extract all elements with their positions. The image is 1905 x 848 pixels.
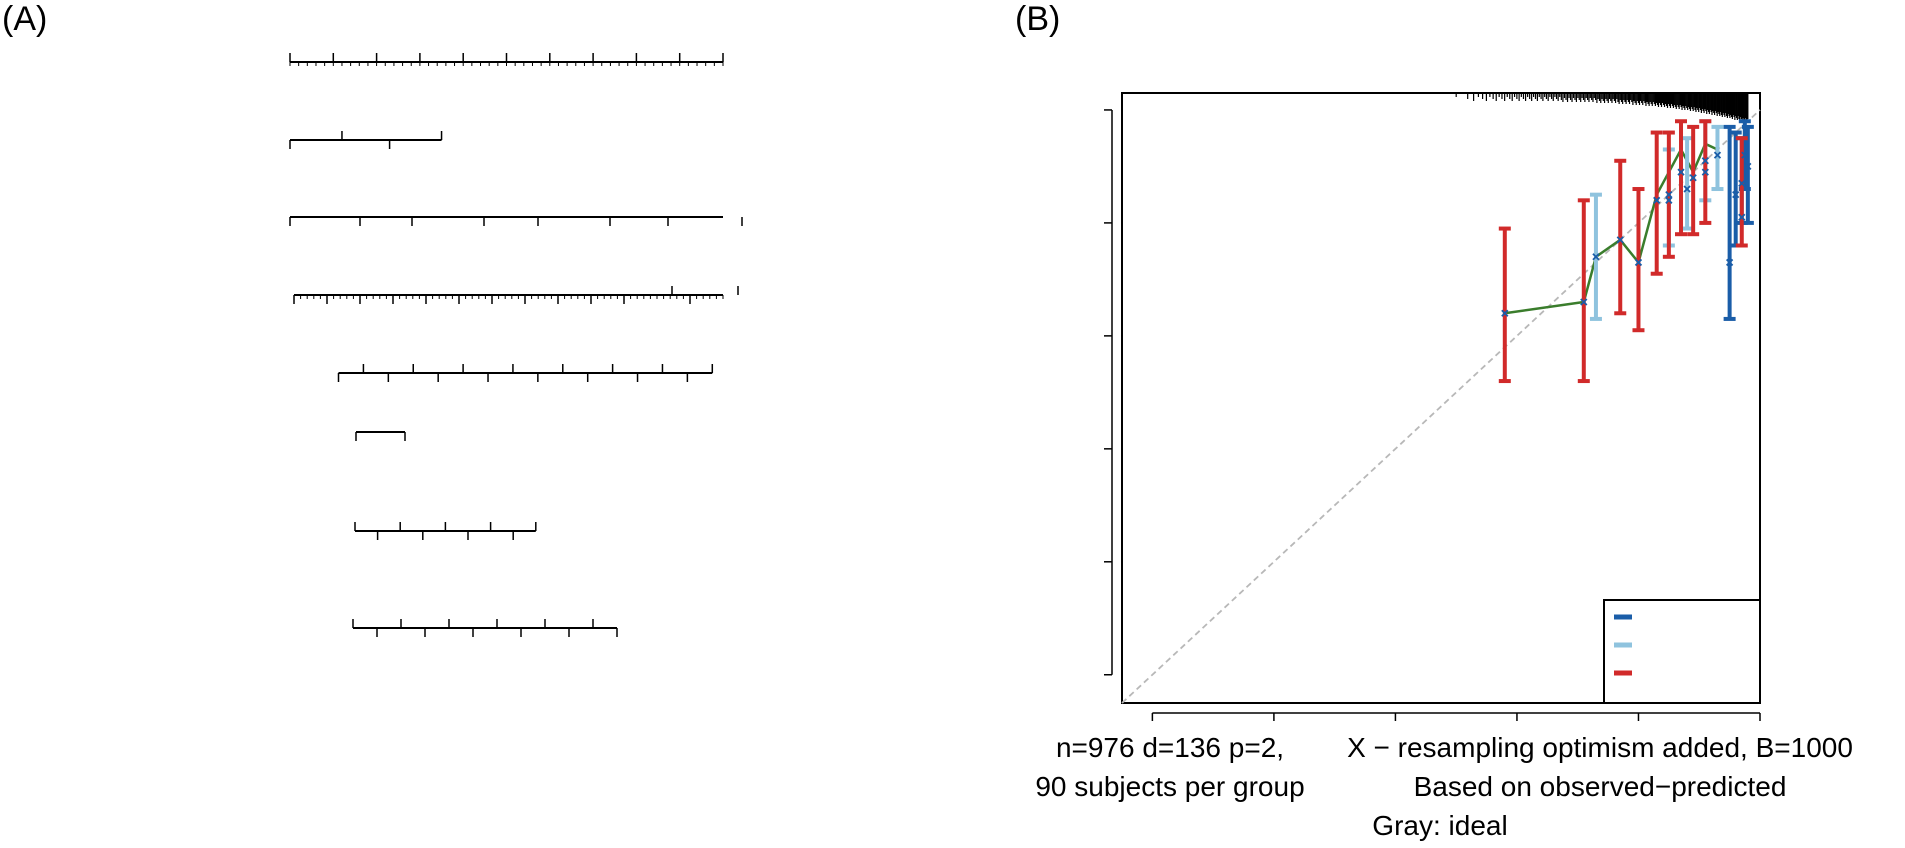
point-1-year bbox=[1732, 191, 1740, 199]
point-1-year bbox=[1725, 258, 1734, 267]
point-3-year bbox=[1501, 309, 1509, 317]
point-1-year bbox=[1741, 151, 1749, 159]
footnote-bottom: Gray: ideal bbox=[1372, 810, 1507, 841]
point-3-year bbox=[1677, 168, 1685, 176]
point-3-year bbox=[1616, 236, 1624, 244]
point-5-year bbox=[1665, 196, 1673, 204]
calibration-legend bbox=[1603, 599, 1761, 704]
panel-b-label: (B) bbox=[1015, 0, 1060, 38]
point-1-year bbox=[1744, 162, 1752, 171]
point-3-year bbox=[1580, 298, 1588, 306]
calibration-axes bbox=[1104, 109, 1761, 721]
point-5-year bbox=[1701, 157, 1709, 165]
apparent-calibration-line bbox=[1504, 142, 1718, 315]
calibration-plot bbox=[1104, 92, 1761, 721]
point-3-year bbox=[1634, 258, 1643, 267]
point-3-year bbox=[1689, 174, 1697, 182]
predicted-distribution-rug bbox=[1455, 93, 1749, 123]
point-5-year bbox=[1713, 151, 1722, 159]
point-5-year bbox=[1592, 253, 1600, 261]
footnote-right-2: Based on observed−predicted bbox=[1414, 771, 1787, 802]
point-1-year bbox=[1738, 179, 1746, 188]
footnote-left-2: 90 subjects per group bbox=[1035, 771, 1304, 802]
point-3-year bbox=[1738, 213, 1746, 221]
point-3-year bbox=[1701, 168, 1709, 176]
nomogram bbox=[289, 53, 743, 637]
footnote-left-1: n=976 d=136 p=2, bbox=[1056, 732, 1284, 763]
point-5-year bbox=[1683, 185, 1691, 193]
footnote-right-1: X − resampling optimism added, B=1000 bbox=[1347, 732, 1853, 763]
calibration-series bbox=[1498, 119, 1754, 384]
point-3-year bbox=[1653, 196, 1661, 204]
panel-a-label: (A) bbox=[2, 0, 47, 38]
calibration-plot-box bbox=[1121, 92, 1761, 704]
point-3-year bbox=[1665, 191, 1673, 199]
